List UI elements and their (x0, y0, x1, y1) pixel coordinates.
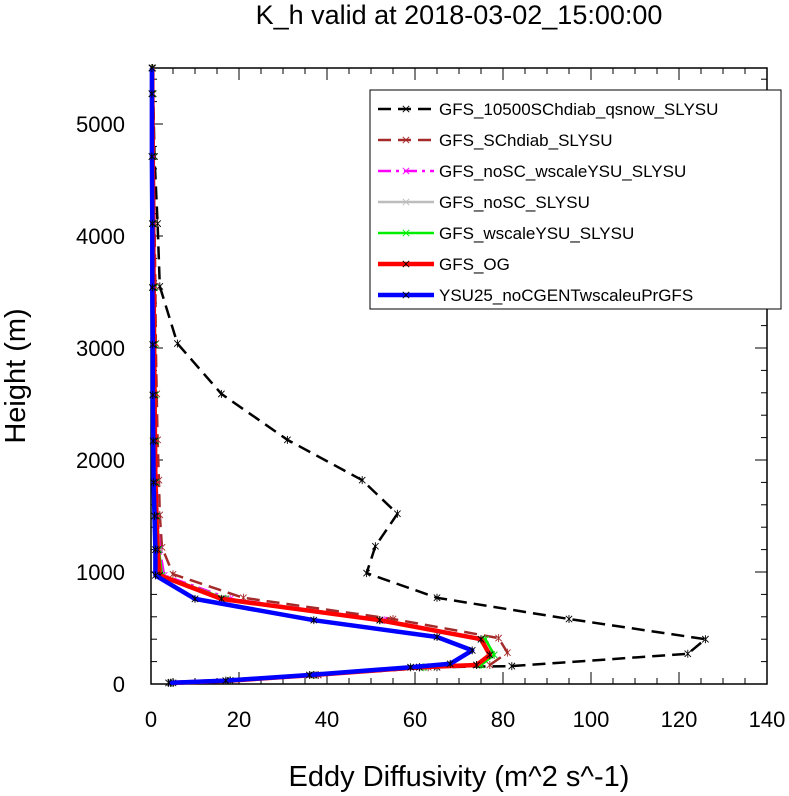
legend-entry: GFS_SChdiab_SLYSU (378, 131, 613, 150)
legend-marker (402, 291, 410, 299)
legend-entry: GFS_OG (378, 255, 510, 274)
y-tick-label: 4000 (76, 224, 125, 249)
x-tick-label: 80 (491, 707, 515, 732)
data-point (407, 663, 415, 672)
chart-title: K_h valid at 2018-03-02_15:00:00 (256, 0, 663, 30)
data-point (151, 571, 159, 580)
data-point (310, 616, 318, 625)
legend-entry: GFS_wscaleYSU_SLYSU (378, 224, 634, 243)
data-point (148, 219, 156, 228)
data-point (148, 89, 156, 98)
legend-entry: YSU25_noCGENTwscaleuPrGFS (378, 286, 693, 305)
y-tick-label: 0 (113, 672, 125, 697)
data-point (684, 649, 692, 658)
legend-marker (402, 136, 410, 144)
legend-label: GFS_wscaleYSU_SLYSU (439, 224, 634, 243)
data-point (222, 676, 230, 685)
x-tick-label: 100 (573, 707, 610, 732)
x-tick-label: 40 (315, 707, 339, 732)
y-tick-label: 1000 (76, 560, 125, 585)
legend-marker (402, 198, 410, 206)
data-point (148, 64, 156, 72)
data-point (433, 593, 441, 602)
legend-entry: GFS_noSC_SLYSU (378, 193, 590, 212)
x-tick-label: 0 (145, 707, 157, 732)
legend-marker (402, 260, 410, 268)
data-point (701, 635, 709, 644)
y-tick-label: 3000 (76, 336, 125, 361)
data-point (149, 340, 157, 349)
legend-label: GFS_noSC_wscaleYSU_SLYSU (439, 162, 686, 181)
data-point (393, 509, 401, 518)
series-6 (148, 64, 476, 687)
data-point (191, 594, 199, 603)
legend-label: YSU25_noCGENTwscaleuPrGFS (439, 286, 693, 305)
axis-tick-labels: 0 20 40 60 80 100 120 140 0 1000 2000 3000 4000 5000 (76, 112, 785, 732)
x-tick-label: 140 (749, 707, 786, 732)
data-point (486, 650, 494, 659)
data-point (173, 339, 181, 348)
data-point (446, 659, 454, 668)
data-point (495, 634, 503, 643)
data-point (217, 389, 225, 398)
legend-marker (402, 167, 410, 175)
data-point (165, 678, 173, 687)
data-point (305, 671, 313, 680)
data-point (169, 570, 177, 579)
y-tick-label: 5000 (76, 112, 125, 137)
data-point (486, 660, 494, 669)
data-point (358, 476, 366, 485)
legend-label: GFS_OG (439, 255, 510, 274)
data-point (433, 632, 441, 641)
data-point (151, 512, 159, 520)
data-point (363, 569, 371, 578)
data-point (473, 660, 481, 669)
data-point (468, 646, 476, 655)
legend-entry: GFS_10500SChdiab_qsnow_SLYSU (378, 100, 718, 119)
legend-box (369, 89, 782, 310)
data-point (151, 545, 159, 554)
legend-label: GFS_noSC_SLYSU (439, 193, 590, 212)
legend-marker (402, 229, 410, 237)
y-tick-label: 2000 (76, 448, 125, 473)
data-point (150, 478, 158, 487)
data-point (283, 435, 291, 444)
data-point (148, 283, 156, 292)
legend-entry: GFS_noSC_wscaleYSU_SLYSU (378, 162, 686, 181)
data-point (503, 648, 511, 657)
x-tick-label: 20 (227, 707, 251, 732)
data-point (148, 152, 156, 161)
y-axis-title: Height (m) (0, 308, 32, 443)
legend: GFS_10500SChdiab_qsnow_SLYSU GFS_SChdiab_… (369, 89, 782, 310)
data-point (376, 616, 384, 625)
data-point (149, 436, 157, 445)
x-axis-title: Eddy Diffusivity (m^2 s^-1) (289, 761, 630, 793)
legend-label: GFS_SChdiab_SLYSU (439, 131, 613, 150)
legend-label: GFS_10500SChdiab_qsnow_SLYSU (439, 100, 718, 119)
data-point (371, 542, 379, 551)
data-point (477, 635, 485, 644)
data-point (508, 662, 516, 671)
data-point (565, 615, 573, 624)
data-point (149, 391, 157, 400)
series-layer (148, 64, 709, 687)
x-tick-label: 120 (661, 707, 698, 732)
data-point (156, 282, 164, 291)
legend-marker (402, 105, 410, 113)
x-tick-label: 60 (403, 707, 427, 732)
